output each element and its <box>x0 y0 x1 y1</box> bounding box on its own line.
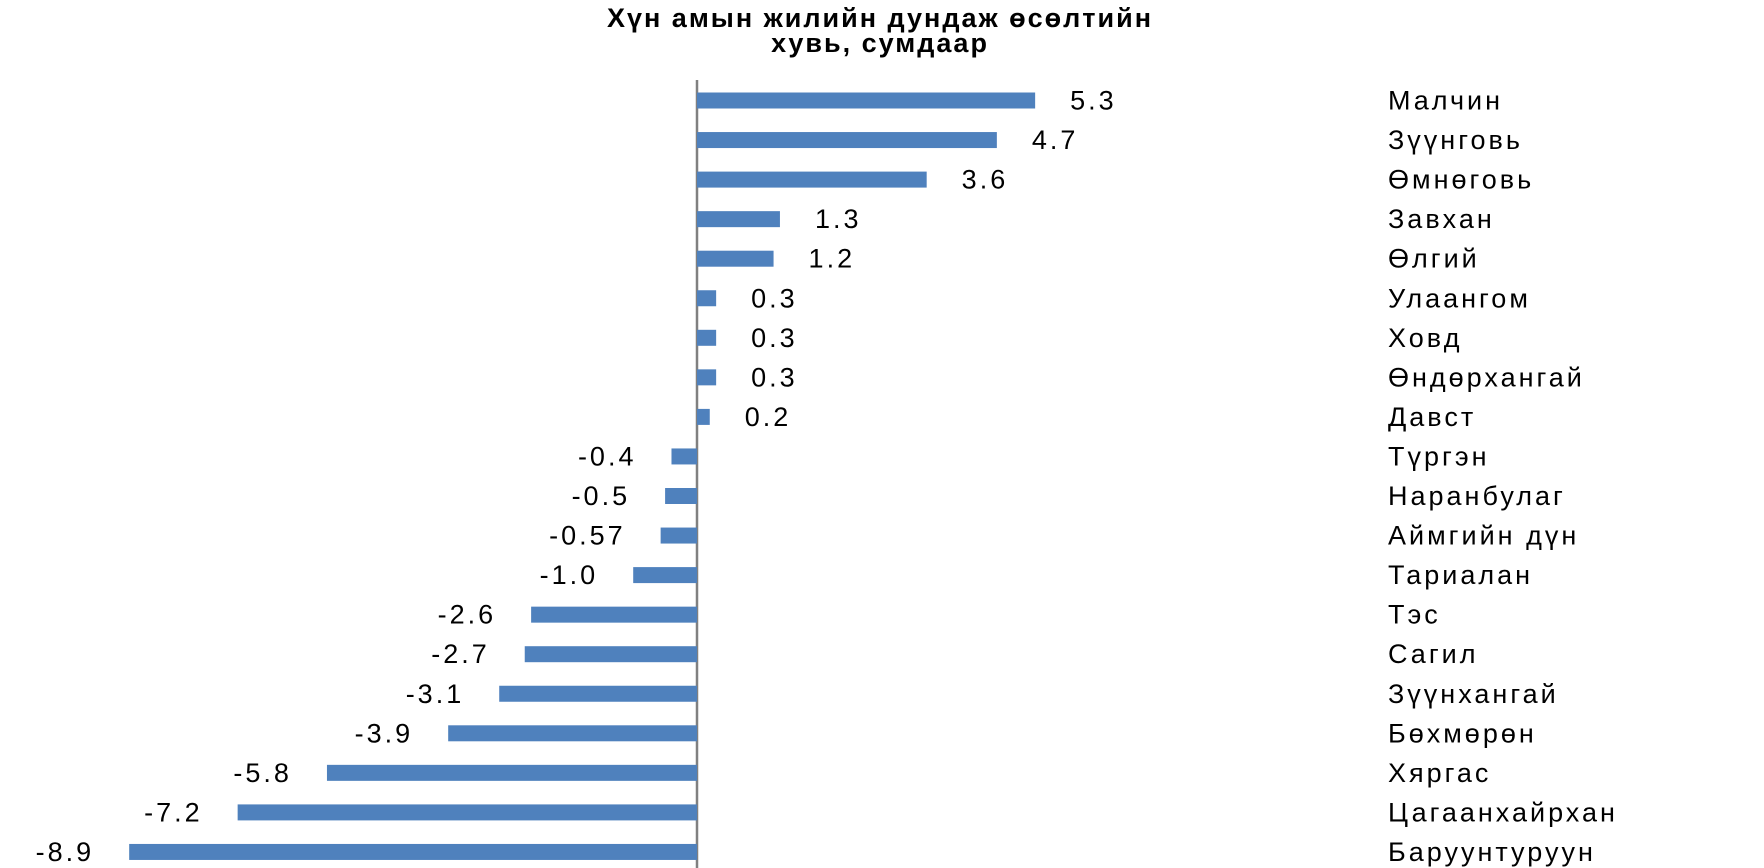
category-label: Сагил <box>1388 639 1479 669</box>
data-label: -0.4 <box>578 441 637 471</box>
data-label: 0.3 <box>751 362 798 392</box>
category-label: Зүүнхангай <box>1388 679 1559 709</box>
bar <box>697 408 710 425</box>
bar <box>697 369 717 386</box>
bar <box>499 685 697 702</box>
data-label: -8.9 <box>36 837 95 867</box>
bar <box>697 250 774 267</box>
data-label: -1.0 <box>540 560 599 590</box>
data-label: -7.2 <box>144 797 203 827</box>
data-label: -3.9 <box>355 718 414 748</box>
bar <box>633 567 697 584</box>
bar <box>326 764 697 781</box>
bar <box>671 448 697 465</box>
category-label: Улаангом <box>1388 283 1531 313</box>
data-label: -0.5 <box>572 481 631 511</box>
category-label: Наранбулаг <box>1388 481 1566 511</box>
category-label: Тэс <box>1388 600 1441 630</box>
data-label: 1.3 <box>815 204 862 234</box>
category-label: Тариалан <box>1388 560 1533 590</box>
category-label: Малчин <box>1388 86 1503 116</box>
data-label: -5.8 <box>233 758 292 788</box>
bar <box>697 171 927 188</box>
bar <box>697 132 997 149</box>
category-label: Аймгийн дүн <box>1388 521 1579 551</box>
category-label: Баруунтуруун <box>1388 837 1596 867</box>
data-label: 0.3 <box>751 283 798 313</box>
bar <box>697 211 780 228</box>
bar <box>524 646 697 663</box>
data-label: 0.3 <box>751 323 798 353</box>
category-label: Ховд <box>1388 323 1463 353</box>
data-label: 0.2 <box>745 402 792 432</box>
bar <box>531 606 697 623</box>
bar <box>660 527 697 544</box>
bar <box>237 804 697 821</box>
category-label: Өлгий <box>1388 244 1480 274</box>
category-label: Бөхмөрөн <box>1388 718 1537 748</box>
chart-title-line2: хувь, сумдаар <box>771 28 989 58</box>
data-label: 4.7 <box>1032 125 1079 155</box>
bar <box>665 488 697 504</box>
data-label: 3.6 <box>962 165 1009 195</box>
data-label: -2.6 <box>438 600 497 630</box>
chart-title-line1: Хүн амын жилийн дундаж өсөлтийн <box>606 3 1154 33</box>
data-label: -0.57 <box>549 521 626 551</box>
category-label: Завхан <box>1388 204 1495 234</box>
category-label: Өндөрхангай <box>1388 362 1585 392</box>
data-label: 1.2 <box>809 244 856 274</box>
category-label: Цагаанхайрхан <box>1388 797 1618 827</box>
category-label: Давст <box>1388 402 1476 432</box>
bar <box>697 329 717 346</box>
data-label: -2.7 <box>431 639 490 669</box>
bar <box>697 290 717 307</box>
bar <box>697 92 1036 109</box>
category-label: Өмнөговь <box>1388 165 1534 195</box>
data-label: 5.3 <box>1070 86 1117 116</box>
bar <box>129 843 697 860</box>
category-label: Хяргас <box>1388 758 1491 788</box>
category-label: Зүүнговь <box>1388 125 1523 155</box>
bar <box>448 725 697 742</box>
data-label: -3.1 <box>406 679 465 709</box>
category-label: Түргэн <box>1388 441 1490 471</box>
